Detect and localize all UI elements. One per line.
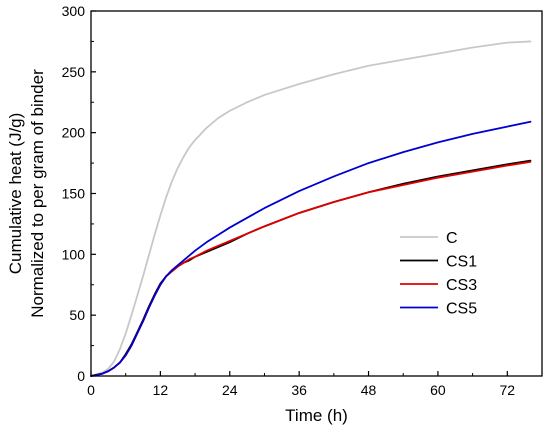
x-tick-label-0: 0: [87, 382, 95, 398]
x-tick-label-24: 24: [222, 382, 238, 398]
series-line-cs5: [90, 120, 532, 377]
legend-label-cs1: CS1: [446, 254, 477, 271]
series-layer: [90, 40, 532, 377]
legend-label-c: C: [446, 230, 458, 247]
y-tick-label-0: 0: [77, 368, 85, 384]
x-axis-label: Time (h): [285, 406, 348, 425]
legend-label-cs5: CS5: [446, 301, 477, 318]
legend-label-cs3: CS3: [446, 277, 477, 294]
x-tick-label-36: 36: [291, 382, 307, 398]
x-tick-label-12: 12: [153, 382, 169, 398]
y-tick-label-100: 100: [62, 246, 86, 262]
x-tick-label-48: 48: [361, 382, 377, 398]
series-line-c: [90, 40, 532, 377]
y-axis-label-line2: Normalized to per gram of binder: [28, 69, 47, 318]
y-tick-label-300: 300: [62, 3, 86, 19]
x-tick-label-72: 72: [500, 382, 516, 398]
x-tick-label-60: 60: [430, 382, 446, 398]
y-tick-label-200: 200: [62, 125, 86, 141]
legend: C CS1 CS3 CS5: [400, 230, 477, 318]
y-tick-label-250: 250: [62, 64, 86, 80]
axes-layer: 0 12 24 36 48 60 72 0 50 100 150 200 250 300: [62, 3, 516, 398]
y-tick-label-50: 50: [69, 307, 85, 323]
y-axis-label-line1: Cumulative heat (J/g): [6, 113, 25, 275]
y-tick-label-150: 150: [62, 186, 86, 202]
